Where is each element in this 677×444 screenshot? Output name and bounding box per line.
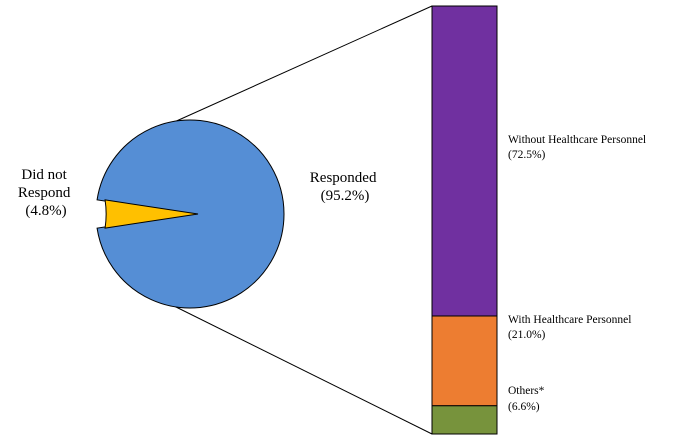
connector-line-top bbox=[171, 5, 433, 124]
bar-label-without-healthcare: Without Healthcare Personnel (72.5%) bbox=[508, 134, 649, 161]
bar-segment-without-healthcare bbox=[431, 5, 498, 317]
bar-segment-with-healthcare bbox=[431, 315, 498, 407]
pie-slice-did-not-respond bbox=[104, 199, 199, 229]
stacked-bar bbox=[431, 5, 498, 435]
connector-line-bottom bbox=[171, 304, 433, 435]
pie-label-did-not-respond: Did not Respond (4.8%) bbox=[18, 167, 74, 219]
bar-label-with-healthcare: With Healthcare Personnel (21.0%) bbox=[508, 314, 634, 341]
pie bbox=[96, 119, 285, 309]
bar-label-others: Others* (6.6%) bbox=[508, 385, 547, 413]
bar-segment-others bbox=[431, 405, 498, 435]
connector-lines bbox=[171, 5, 433, 435]
pie-label-responded: Responded (95.2%) bbox=[310, 170, 380, 204]
